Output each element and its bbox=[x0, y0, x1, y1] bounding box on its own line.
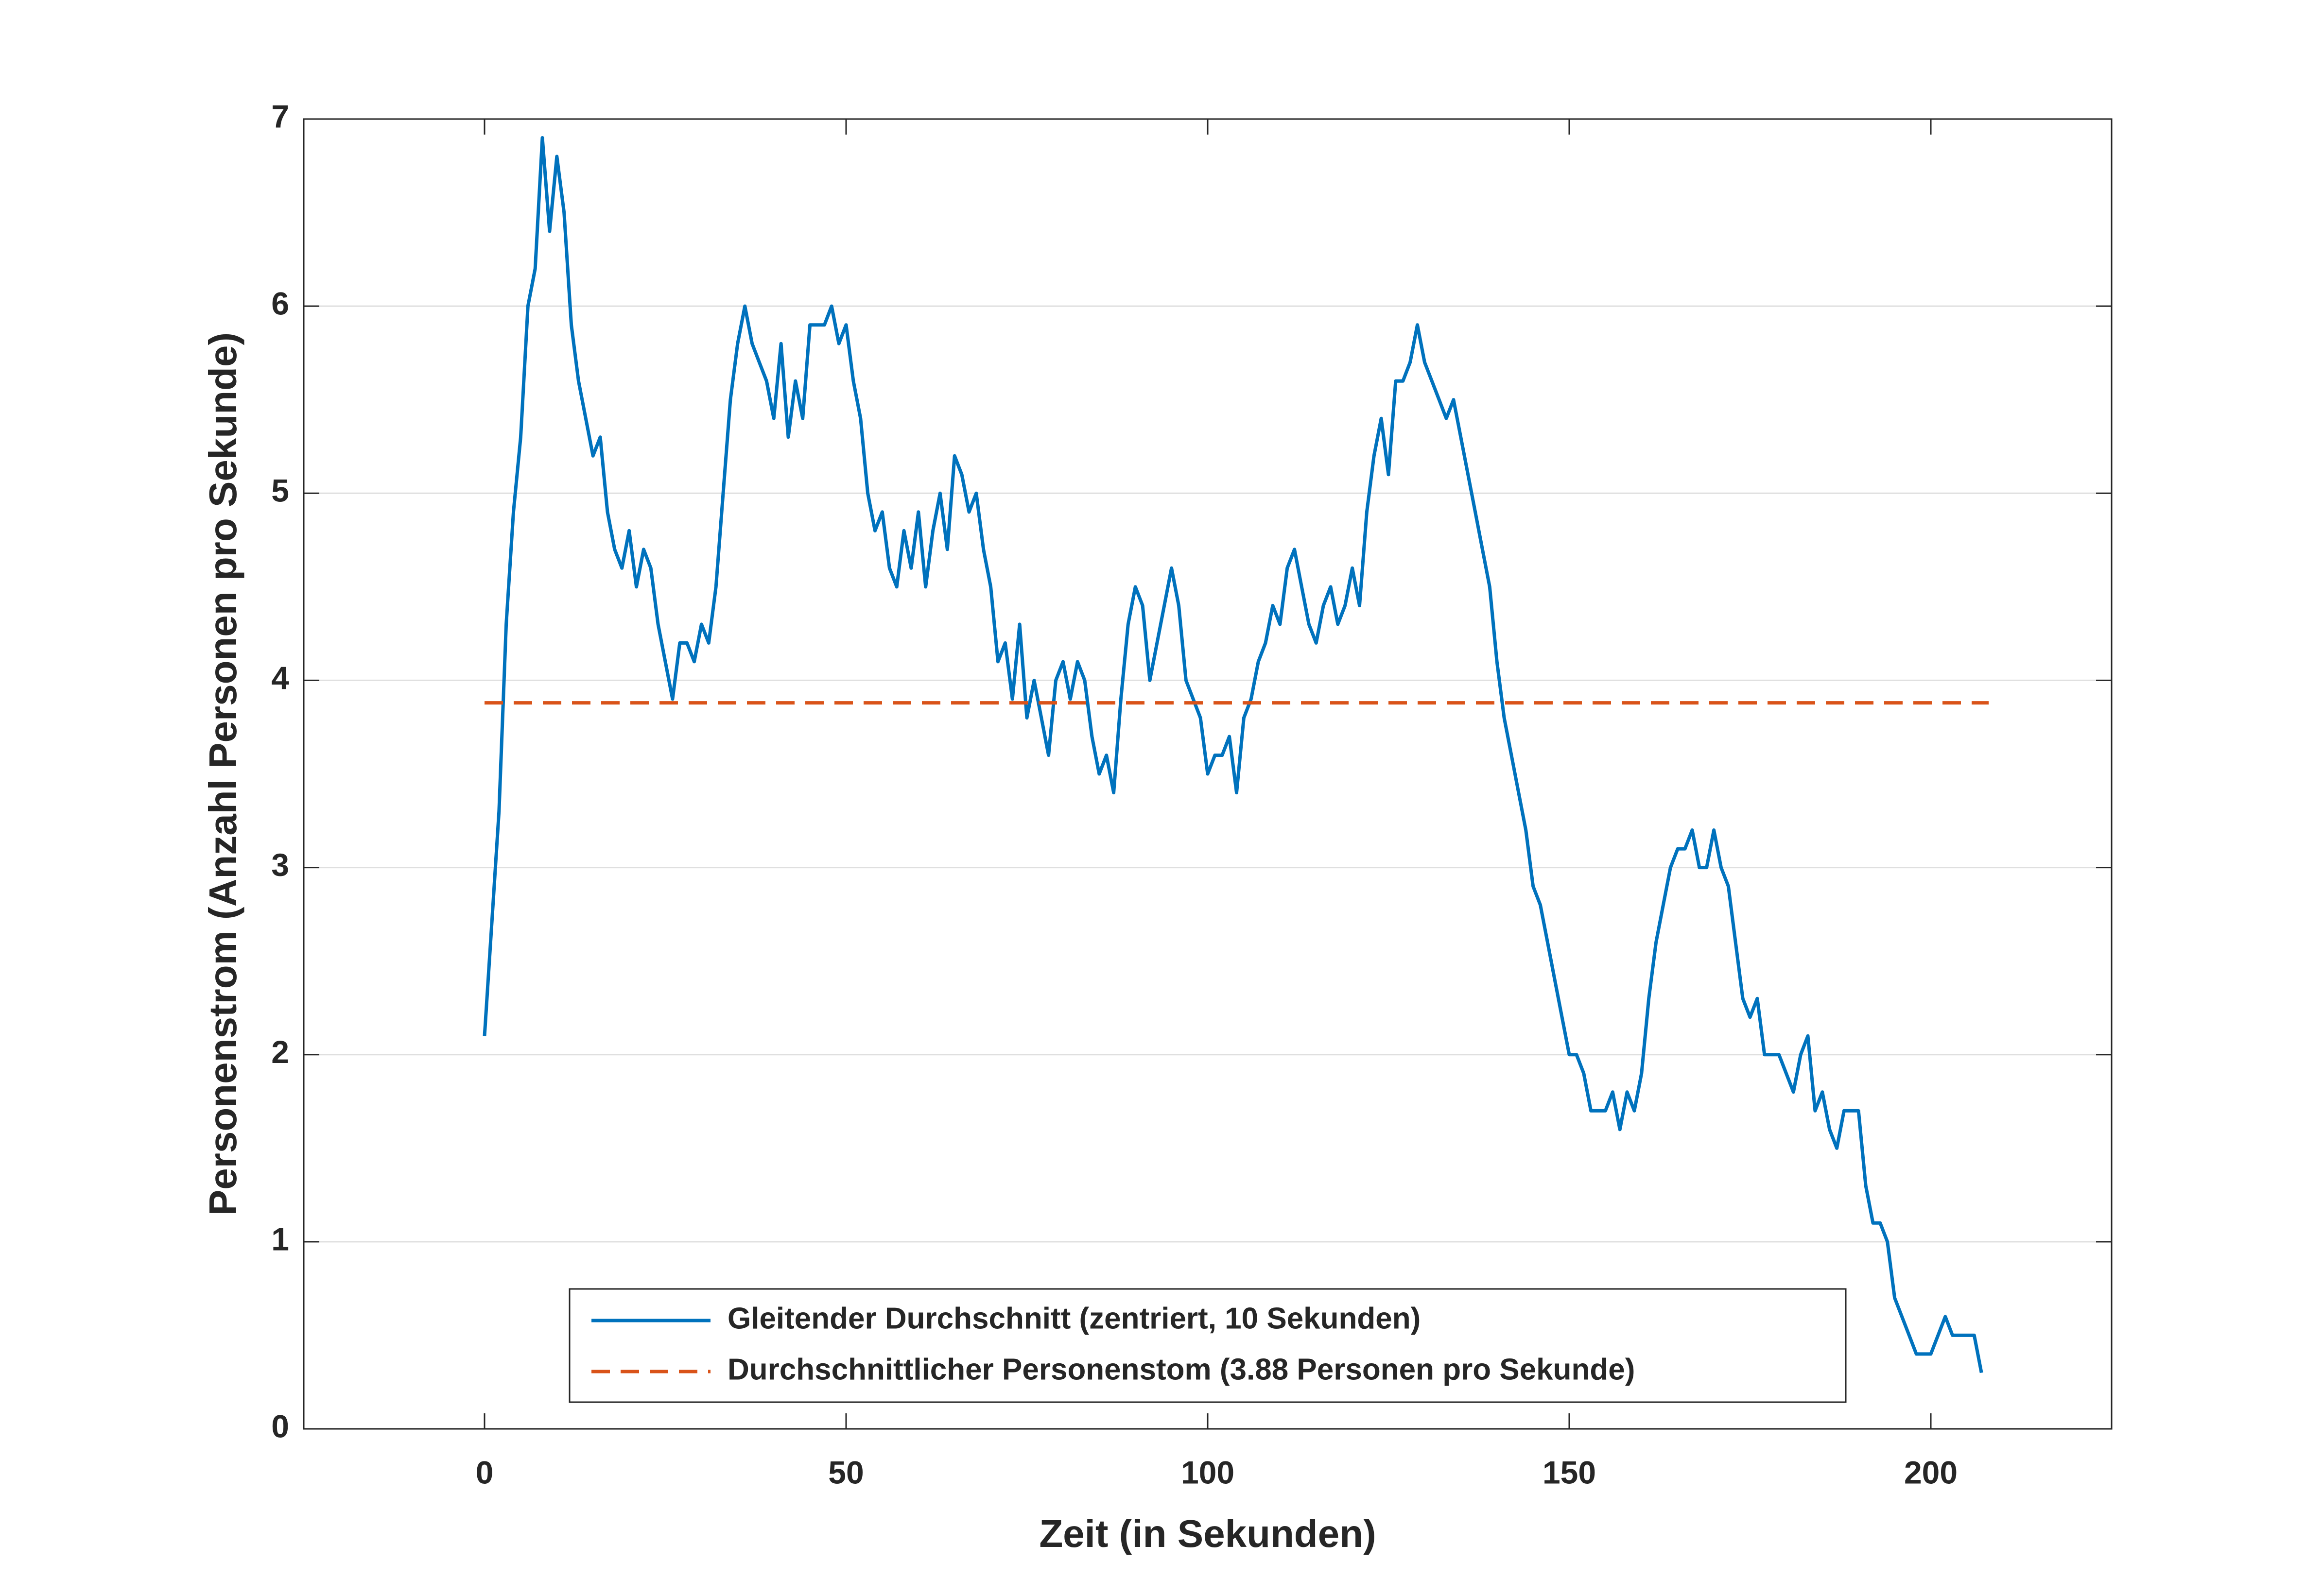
legend: Gleitender Durchschnitt (zentriert, 10 S… bbox=[569, 1288, 1847, 1403]
y-tick-label: 3 bbox=[271, 847, 289, 883]
x-tick-label: 150 bbox=[1543, 1454, 1596, 1490]
x-tick-label: 0 bbox=[476, 1454, 494, 1490]
y-tick-label: 0 bbox=[271, 1408, 289, 1444]
y-tick-label: 4 bbox=[271, 660, 289, 696]
y-tick-label: 6 bbox=[271, 286, 289, 322]
x-tick-label: 50 bbox=[828, 1454, 864, 1490]
x-tick-label: 200 bbox=[1904, 1454, 1958, 1490]
legend-label: Durchschnittlicher Personenstom (3.88 Pe… bbox=[728, 1353, 1635, 1386]
legend-box bbox=[569, 1288, 1847, 1403]
x-axis-label: Zeit (in Sekunden) bbox=[1039, 1512, 1376, 1555]
y-tick-label: 5 bbox=[271, 473, 289, 509]
data-line bbox=[483, 136, 1983, 1373]
y-tick-label: 7 bbox=[271, 98, 289, 134]
y-tick-label: 1 bbox=[271, 1221, 289, 1257]
legend-label: Gleitender Durchschnitt (zentriert, 10 S… bbox=[728, 1302, 1421, 1335]
y-axis-label: Personenstrom (Anzahl Personen pro Sekun… bbox=[201, 332, 244, 1216]
x-tick-label: 100 bbox=[1181, 1454, 1234, 1490]
y-tick-label: 2 bbox=[271, 1034, 289, 1070]
